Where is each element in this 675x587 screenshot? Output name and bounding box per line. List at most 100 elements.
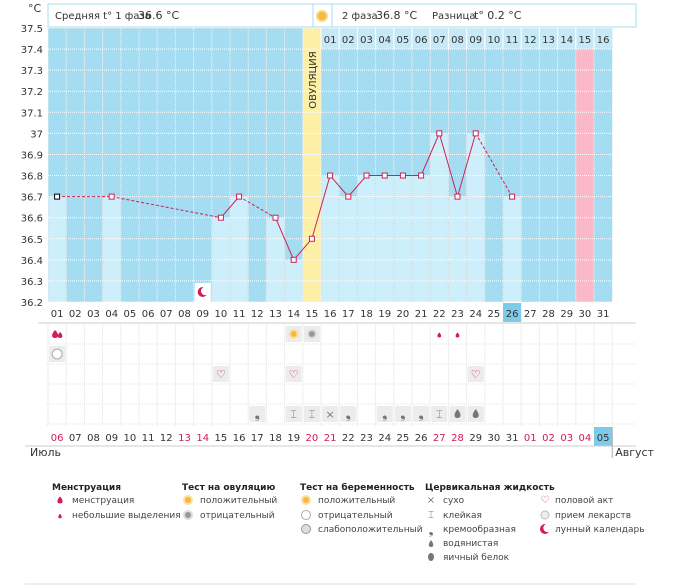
sticky-fluid-icon: ⌶ (290, 408, 297, 421)
creamy-fluid-icon: ❟ (255, 406, 261, 422)
cycle-day-label: 04 (105, 309, 118, 320)
phase2-day-label: 02 (342, 35, 355, 46)
temp-line-segment (293, 238, 313, 261)
y-tick-label: 37 (30, 129, 43, 140)
temp-line-segment (420, 133, 440, 176)
phase2-day-label: 04 (378, 35, 391, 46)
date-label: 14 (196, 433, 209, 444)
legend-item: лунный календарь (555, 525, 645, 535)
cycle-day-label: 25 (488, 309, 501, 320)
legend-item: клейкая (443, 511, 482, 521)
legend-sticky-icon: ⌶ (428, 510, 434, 521)
temp-point (509, 193, 516, 200)
icon-rows: 01 02 03 04 05 06 07 08 09 10 11 12 13 14 15 16 17 18 19 20… (25, 303, 655, 519)
temp-line-segment (220, 196, 240, 219)
legend-watery-icon (428, 540, 434, 547)
ovulation-label: ОВУЛЯЦИЯ (308, 51, 319, 109)
date-label: 17 (251, 433, 264, 444)
temp-line-segment (111, 196, 221, 219)
cycle-day-label: 16 (324, 309, 337, 320)
month-august: Август (615, 446, 654, 459)
date-label: 30 (488, 433, 501, 444)
legend: Менструация менструация небольшие выделени… (25, 482, 645, 585)
temp-bar (285, 259, 303, 302)
legend-title: Менструация (52, 483, 121, 493)
phase2-day-label: 13 (542, 35, 555, 46)
date-label: 21 (324, 433, 337, 444)
cycle-day-label: 03 (87, 309, 100, 320)
date-label: 28 (451, 433, 464, 444)
y-unit: °C (28, 2, 42, 15)
temp-point (217, 214, 224, 221)
icon-cell (322, 406, 339, 422)
date-label: 23 (360, 433, 373, 444)
cycle-day-label: 08 (178, 309, 191, 320)
temp-point (308, 235, 315, 242)
icon-cell (376, 406, 393, 422)
legend-item: сухо (443, 496, 465, 506)
cycle-day-label: 19 (378, 309, 391, 320)
temp-line-segment (275, 217, 295, 261)
creamy-fluid-icon: ❟ (400, 406, 406, 422)
phase2-value: 36.8 °C (376, 9, 417, 22)
temp-line-segment (238, 196, 276, 219)
sticky-fluid-icon: ⌶ (309, 408, 316, 421)
date-label: 09 (105, 433, 118, 444)
cycle-day-label: 02 (69, 309, 82, 320)
temp-bar (448, 196, 467, 302)
heart-icon: ♡ (216, 368, 226, 381)
phase2-day-label: 16 (597, 35, 610, 46)
legend-creamy-icon: ❟ (428, 523, 433, 538)
phase2-label: 2 фаза (342, 11, 378, 22)
temp-point (418, 172, 425, 179)
date-label: 29 (469, 433, 482, 444)
cycle-day-label: 09 (196, 309, 209, 320)
phase2-day-label: 06 (415, 35, 428, 46)
icon-cell (467, 366, 484, 382)
legend-item: положительный (318, 496, 395, 506)
light-discharge-icon (455, 332, 460, 338)
plot-area: 36.2 36.3 36.4 36.5 36.6 36.7 36.8 36.9 37 37.1 37… (21, 24, 613, 309)
y-tick-label: 36.5 (21, 235, 43, 246)
watery-fluid-icon (472, 409, 479, 418)
legend-title: Тест на овуляцию (182, 483, 275, 493)
legend-item: водянистая (443, 539, 498, 549)
y-tick-label: 36.7 (21, 193, 43, 204)
moon-icon-shade (201, 286, 210, 296)
legend-item: менструация (72, 496, 134, 506)
cycle-day-label: 07 (160, 309, 173, 320)
legend-title: Тест на беременность (300, 482, 415, 493)
legend-item: яичный белок (443, 553, 510, 563)
temp-bar (467, 133, 485, 302)
ovulation-sun-icon (316, 10, 328, 22)
month-july: Июль (30, 446, 61, 459)
pregnancy-negative-icon (51, 348, 63, 360)
today-highlight (594, 427, 613, 446)
legend-item: кремообразная (443, 525, 516, 535)
cycle-day-label: 06 (142, 309, 155, 320)
phase1-label: Средняя t° 1 фаза (55, 11, 151, 22)
phase2-day-label: 15 (579, 35, 592, 46)
date-label: 16 (233, 433, 246, 444)
temp-line-segment (311, 175, 331, 239)
temp-point (290, 256, 297, 263)
temp-point (399, 172, 406, 179)
legend-heart-icon: ♡ (541, 495, 550, 506)
date-label: 10 (124, 433, 137, 444)
current-day-highlight (503, 303, 522, 322)
temp-line-segment (329, 175, 349, 197)
date-label: 22 (342, 433, 355, 444)
date-label: 05 (597, 433, 610, 444)
cycle-day-label: 28 (542, 309, 555, 320)
icon-cell (285, 366, 302, 382)
temp-point (327, 172, 334, 179)
dry-fluid-icon: × (325, 408, 334, 421)
date-label: 07 (69, 433, 82, 444)
cycle-day-label: 11 (233, 309, 246, 320)
cycle-day-label: 23 (451, 309, 464, 320)
cycle-day-label: 13 (269, 309, 282, 320)
menstruation-icon (57, 332, 63, 338)
legend-pregnancy-positive-icon (301, 495, 311, 505)
temp-line-segment (457, 133, 477, 197)
